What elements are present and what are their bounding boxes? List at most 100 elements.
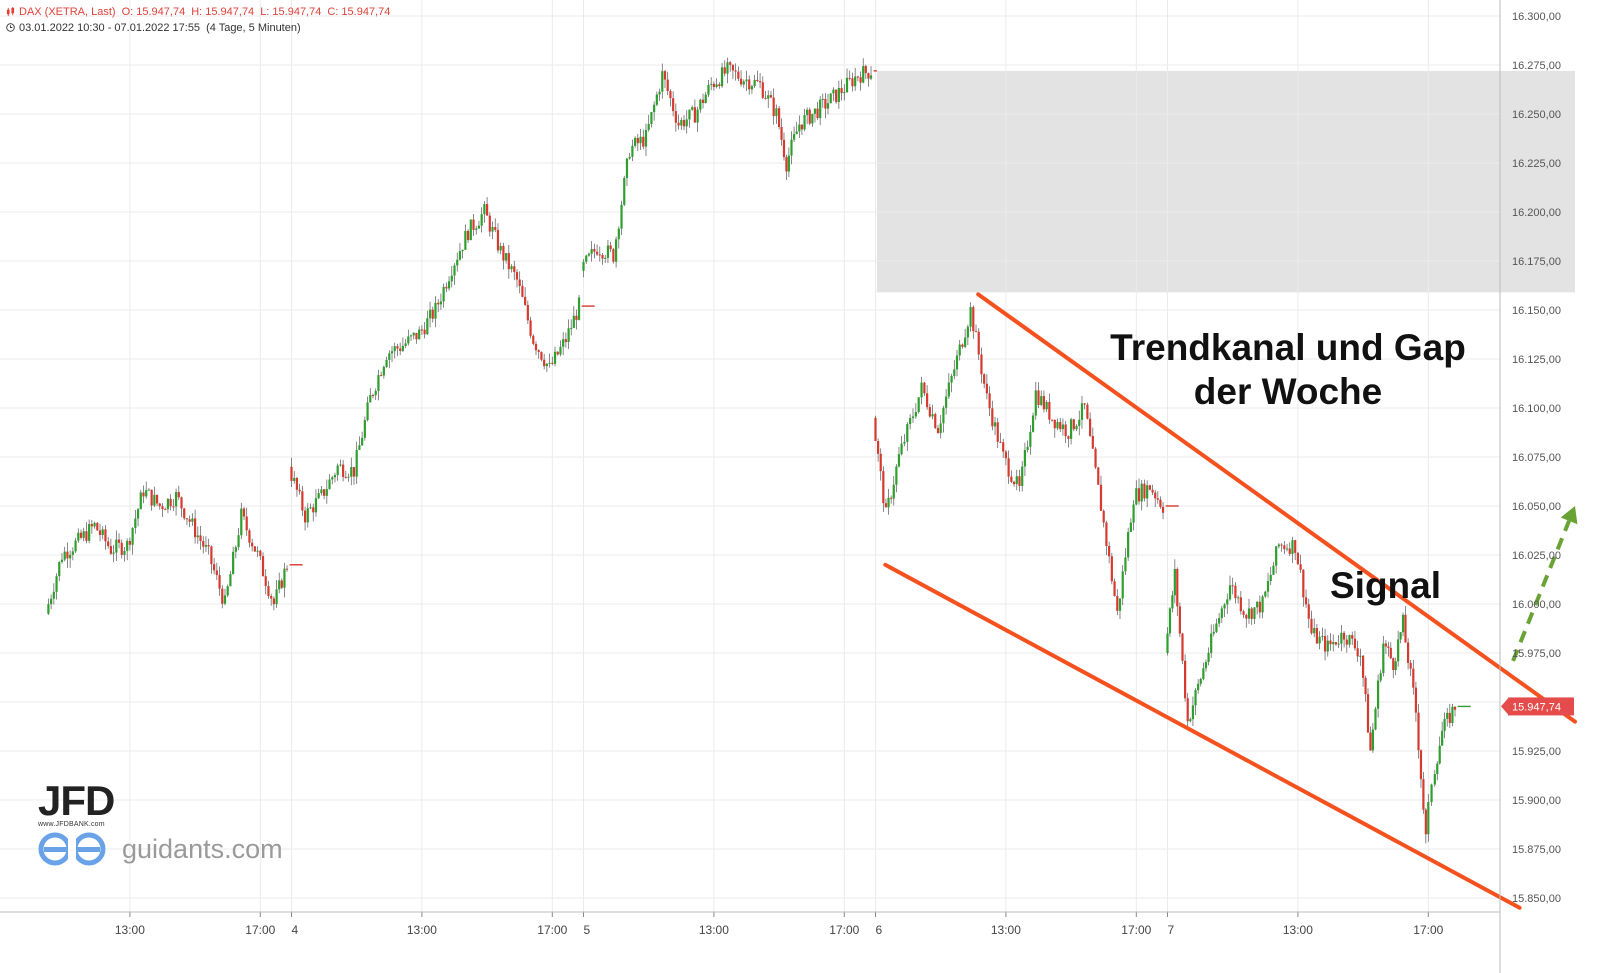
candle-body [431, 309, 434, 319]
candle-body [1296, 552, 1299, 565]
candle-body [715, 84, 718, 87]
candle-body [710, 83, 713, 85]
candle-body [920, 382, 923, 398]
candle-body [1315, 628, 1319, 644]
candle-body [704, 94, 707, 104]
candle-body [778, 108, 781, 127]
candle-body [1397, 639, 1400, 662]
candle-body [1045, 401, 1048, 410]
candle-body [131, 527, 134, 545]
candle-body [453, 265, 456, 276]
candle-body [587, 253, 591, 256]
candle-body [1151, 489, 1154, 493]
y-tick-label: 16.050,00 [1512, 501, 1561, 513]
candle-body [126, 541, 129, 551]
candle-body [1304, 597, 1308, 605]
candle-body [69, 554, 72, 559]
candle-body [647, 123, 650, 130]
candle-body [685, 119, 688, 127]
candle-body [1266, 581, 1270, 592]
y-tick-label: 16.125,00 [1512, 354, 1561, 366]
candle-body [595, 251, 599, 255]
candle-body [1250, 608, 1253, 619]
candle-body [317, 493, 320, 499]
candle-body [204, 545, 208, 547]
candle-body [655, 94, 658, 105]
candle-body [780, 126, 783, 140]
candle-body [437, 302, 440, 305]
candle-body [1334, 642, 1338, 645]
candle-body [1053, 419, 1056, 429]
candle-body [623, 177, 626, 205]
candle-body [718, 84, 721, 87]
candle-body [55, 576, 58, 592]
candle-body [374, 390, 377, 396]
candle-body [199, 535, 202, 542]
candle-body [267, 586, 270, 596]
y-tick-label: 16.200,00 [1512, 207, 1561, 219]
candle-body [625, 158, 629, 178]
candle-body [1012, 481, 1016, 485]
candle-body [964, 337, 967, 347]
candle-body [161, 506, 164, 510]
candle-body [339, 464, 342, 466]
candle-body [502, 245, 505, 261]
candle-body [988, 393, 991, 409]
x-tick-label: 5 [584, 923, 591, 937]
candle-body [1215, 623, 1218, 632]
last-price-pointer [1501, 698, 1508, 715]
candle-body [1029, 431, 1032, 447]
candle-body [837, 88, 840, 103]
candle-body [174, 491, 178, 507]
candle-body [385, 359, 388, 367]
candle-body [1307, 604, 1310, 619]
y-tick-label: 15.850,00 [1512, 893, 1561, 905]
annotation-title-line2: der Woche [1193, 371, 1383, 412]
candle-body [1448, 712, 1451, 724]
candle-body [931, 414, 934, 417]
candle-body [505, 253, 508, 261]
candle-body [1186, 698, 1189, 722]
candle-body [1419, 750, 1423, 780]
x-tick-label: 17:00 [537, 923, 567, 937]
candle-body [729, 62, 732, 65]
candle-body [188, 519, 191, 522]
clock-icon [6, 23, 15, 32]
candle-body [819, 99, 822, 119]
candle-body [210, 546, 213, 565]
candle-body [1384, 643, 1388, 647]
candle-body [270, 595, 273, 599]
candle-body [323, 489, 326, 496]
candle-body [1424, 809, 1427, 835]
y-tick-label: 16.150,00 [1512, 305, 1561, 317]
x-tick-label: 4 [292, 923, 299, 937]
candle-body [153, 494, 156, 506]
candle-body [494, 227, 497, 230]
candle-body [439, 301, 443, 305]
x-tick-label: 13:00 [115, 923, 145, 937]
candle-body [609, 245, 612, 250]
candle-body [1379, 673, 1382, 681]
candle-body [1181, 633, 1184, 661]
candle-body [620, 204, 623, 229]
candle-body [1056, 422, 1059, 429]
candle-body [782, 139, 786, 158]
candle-body [650, 112, 653, 124]
candle-body [1034, 390, 1037, 416]
candle-body [942, 407, 945, 424]
candle-body [177, 491, 180, 498]
candle-body [1042, 396, 1046, 410]
candle-body [720, 67, 724, 87]
candle-body [824, 98, 827, 109]
candle-body [795, 131, 798, 135]
candle-body [221, 588, 224, 604]
candle-body [1412, 668, 1415, 688]
candle-body [1228, 585, 1232, 600]
candle-body [895, 466, 898, 485]
candle-body [699, 99, 702, 110]
candle-body [1329, 640, 1332, 645]
candle-body [787, 155, 790, 172]
candle-body [991, 408, 994, 427]
candle-body [658, 91, 661, 95]
